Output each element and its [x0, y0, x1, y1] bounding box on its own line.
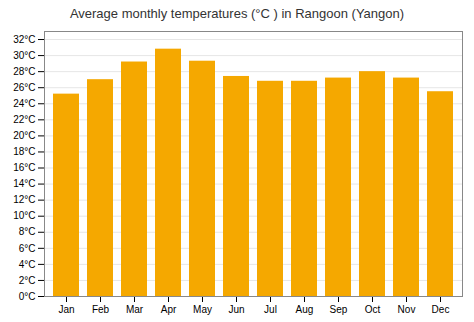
svg-text:Jun: Jun: [228, 304, 244, 315]
svg-text:Apr: Apr: [161, 304, 177, 315]
svg-text:22°C: 22°C: [13, 114, 35, 125]
svg-text:Dec: Dec: [432, 304, 450, 315]
html-text:Average monthly temperatures (: Average monthly temperatures (°C ) in Ra…: [69, 6, 405, 21]
svg-text:Oct: Oct: [365, 304, 381, 315]
svg-text:24°C: 24°C: [13, 98, 35, 109]
svg-text:12°C: 12°C: [13, 194, 35, 205]
svg-text:Aug: Aug: [296, 304, 314, 315]
svg-text:Jan: Jan: [58, 304, 74, 315]
svg-text:Jul: Jul: [264, 304, 277, 315]
svg-text:10°C: 10°C: [13, 210, 35, 221]
svg-text:14°C: 14°C: [13, 178, 35, 189]
svg-text:Nov: Nov: [398, 304, 416, 315]
svg-text:8°C: 8°C: [19, 226, 36, 237]
svg-text:Mar: Mar: [126, 304, 144, 315]
svg-text:16°C: 16°C: [13, 162, 35, 173]
svg-text:Feb: Feb: [92, 304, 110, 315]
svg-text:28°C: 28°C: [13, 66, 35, 77]
svg-text:May: May: [193, 304, 212, 315]
svg-text:0°C: 0°C: [19, 291, 36, 302]
svg-text:2°C: 2°C: [19, 275, 36, 286]
svg-text:32°C: 32°C: [13, 34, 35, 45]
svg-text:6°C: 6°C: [19, 243, 36, 254]
svg-text:30°C: 30°C: [13, 50, 35, 61]
svg-text:Sep: Sep: [330, 304, 348, 315]
svg-text:20°C: 20°C: [13, 130, 35, 141]
svg-text:4°C: 4°C: [19, 259, 36, 270]
svg-text:18°C: 18°C: [13, 146, 35, 157]
svg-text:26°C: 26°C: [13, 82, 35, 93]
